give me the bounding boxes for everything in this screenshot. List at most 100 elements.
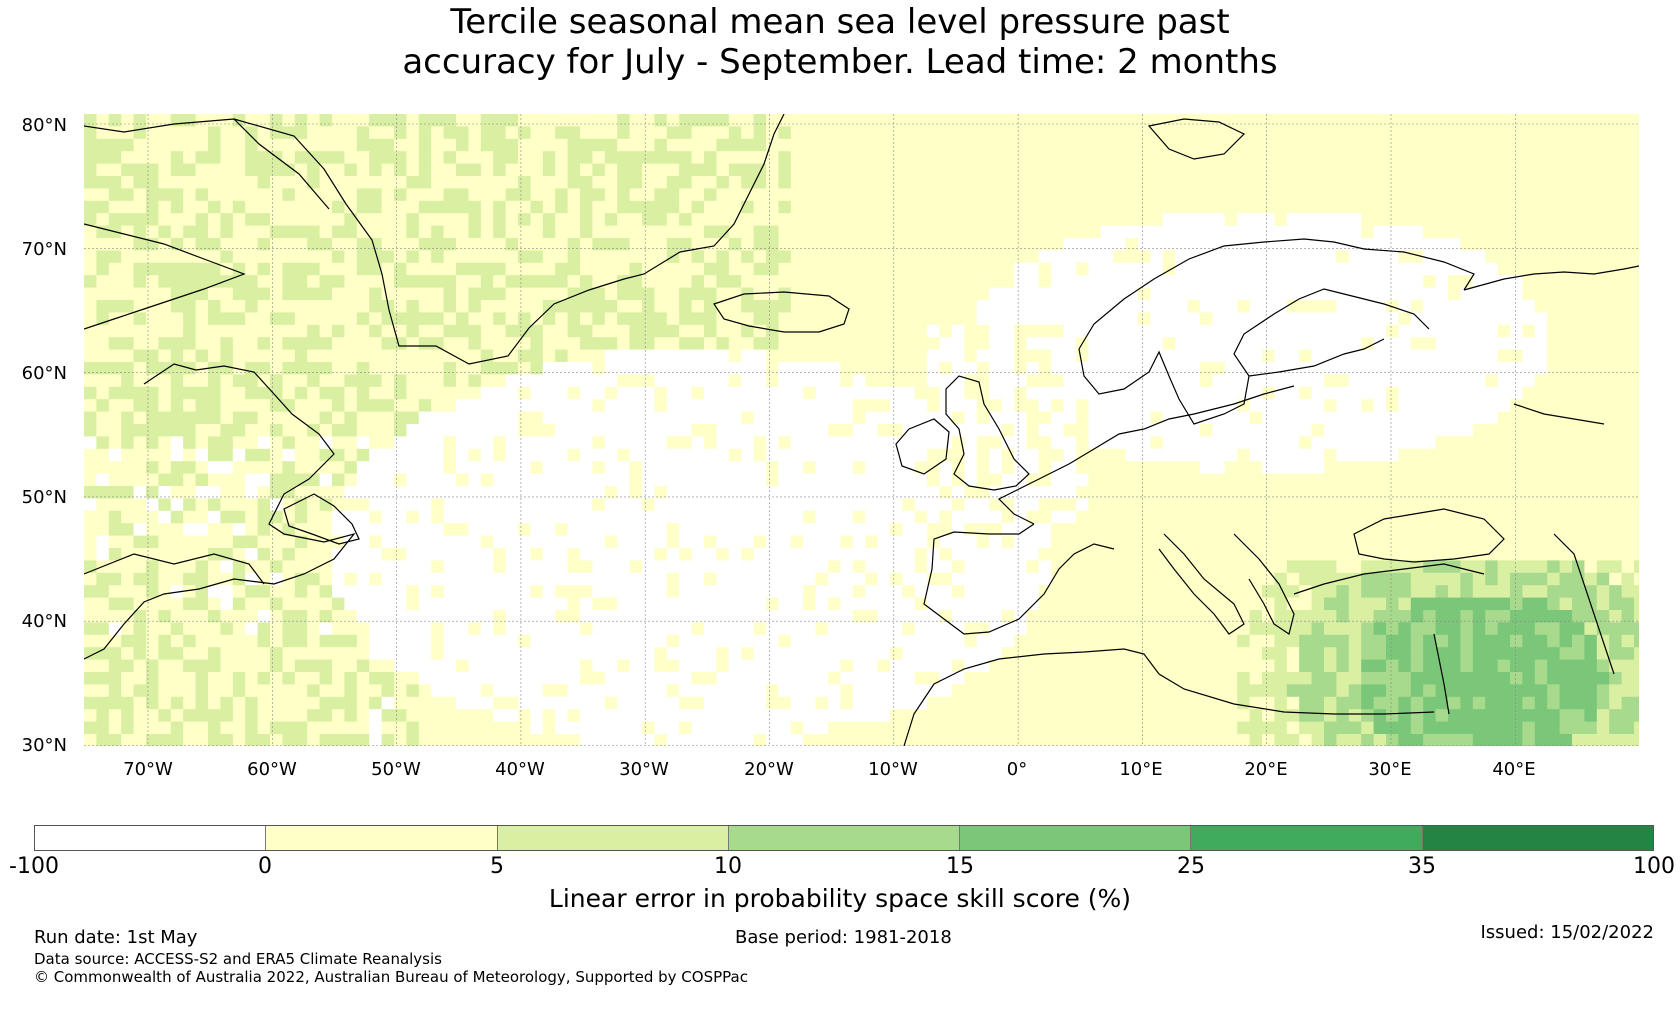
skill-cell	[195, 349, 209, 363]
skill-cell	[1584, 374, 1598, 388]
skill-cell	[1212, 151, 1226, 165]
skill-cell	[1435, 386, 1449, 400]
skill-cell	[1125, 225, 1139, 239]
skill-cell	[1410, 138, 1424, 152]
skill-cell	[1559, 498, 1573, 512]
skill-cell	[629, 114, 643, 127]
skill-cell	[1125, 560, 1139, 574]
skill-cell	[679, 411, 693, 425]
skill-cell	[1472, 399, 1486, 413]
skill-cell	[704, 126, 717, 140]
skill-cell	[1200, 572, 1213, 586]
skill-cell	[381, 597, 395, 611]
skill-cell	[344, 200, 358, 214]
skill-cell	[964, 275, 978, 289]
skill-cell	[108, 399, 122, 413]
skill-cell	[183, 572, 197, 586]
skill-cell	[604, 213, 618, 227]
skill-cell	[1448, 374, 1461, 388]
skill-cell	[976, 523, 990, 537]
skill-cell	[542, 138, 556, 152]
skill-cell	[580, 362, 593, 375]
skill-cell	[1460, 399, 1474, 413]
skill-cell	[1175, 411, 1189, 425]
skill-cell	[580, 498, 593, 512]
skill-cell	[1113, 163, 1127, 177]
skill-cell	[146, 200, 159, 214]
skill-cell	[1187, 275, 1201, 289]
skill-cell	[1584, 238, 1598, 251]
skill-cell	[1125, 138, 1139, 152]
skill-cell	[505, 548, 519, 561]
skill-cell	[245, 386, 259, 400]
skill-cell	[1125, 585, 1139, 599]
skill-cell	[1522, 300, 1536, 313]
skill-cell	[778, 362, 792, 375]
skill-cell	[146, 448, 159, 462]
skill-cell	[146, 126, 159, 140]
skill-cell	[580, 386, 593, 400]
skill-cell	[394, 163, 407, 177]
skill-cell	[803, 324, 817, 338]
skill-cell	[1621, 560, 1635, 574]
skill-cell	[146, 461, 159, 475]
skill-cell	[505, 163, 519, 177]
skill-cell	[1299, 213, 1313, 227]
skill-cell	[1237, 213, 1251, 227]
skill-cell	[257, 200, 271, 214]
skill-cell	[840, 238, 854, 251]
skill-cell	[1026, 262, 1040, 276]
skill-cell	[530, 486, 544, 499]
skill-cell	[1249, 572, 1263, 586]
skill-cell	[443, 151, 457, 165]
skill-cell	[766, 262, 779, 276]
skill-cell	[964, 585, 978, 599]
skill-cell	[456, 262, 469, 276]
skill-cell	[1572, 138, 1585, 152]
skill-cell	[1596, 535, 1610, 549]
skill-cell	[1286, 138, 1300, 152]
skill-cell	[1373, 213, 1387, 227]
skill-cell	[1423, 225, 1437, 239]
skill-cell	[766, 560, 779, 574]
skill-cell	[592, 250, 606, 264]
skill-cell	[989, 213, 1003, 227]
skill-cell	[381, 473, 395, 487]
skill-cell	[1150, 473, 1164, 487]
skill-cell	[431, 324, 445, 338]
skill-cell	[1448, 200, 1461, 214]
skill-cell	[170, 300, 184, 313]
skill-cell	[158, 523, 172, 537]
skill-cell	[790, 300, 804, 313]
skill-cell	[1485, 548, 1499, 561]
skill-cell	[1311, 411, 1325, 425]
skill-cell	[394, 436, 407, 450]
skill-cell	[1299, 262, 1313, 276]
skill-cell	[220, 411, 234, 425]
skill-cell	[1125, 262, 1139, 276]
skill-cell	[604, 473, 618, 487]
skill-cell	[394, 188, 407, 202]
skill-cell	[840, 337, 854, 351]
skill-cell	[604, 523, 618, 537]
skill-cell	[1262, 399, 1275, 413]
skill-cell	[679, 436, 693, 450]
skill-cell	[245, 461, 259, 475]
skill-cell	[1038, 386, 1052, 400]
skill-cell	[1286, 535, 1300, 549]
skill-cell	[518, 238, 531, 251]
skill-cell	[1237, 114, 1251, 127]
skill-cell	[890, 399, 903, 413]
skill-cell	[108, 176, 122, 189]
skill-cell	[828, 275, 841, 289]
skill-cell	[480, 176, 494, 189]
skill-cell	[1100, 473, 1114, 487]
skill-cell	[369, 250, 383, 264]
skill-cell	[505, 523, 519, 537]
skill-cell	[270, 374, 283, 388]
skill-cell	[567, 486, 581, 499]
skill-cell	[431, 535, 445, 549]
skill-cell	[1001, 138, 1015, 152]
skill-cell	[170, 163, 184, 177]
skill-cell	[394, 225, 407, 239]
